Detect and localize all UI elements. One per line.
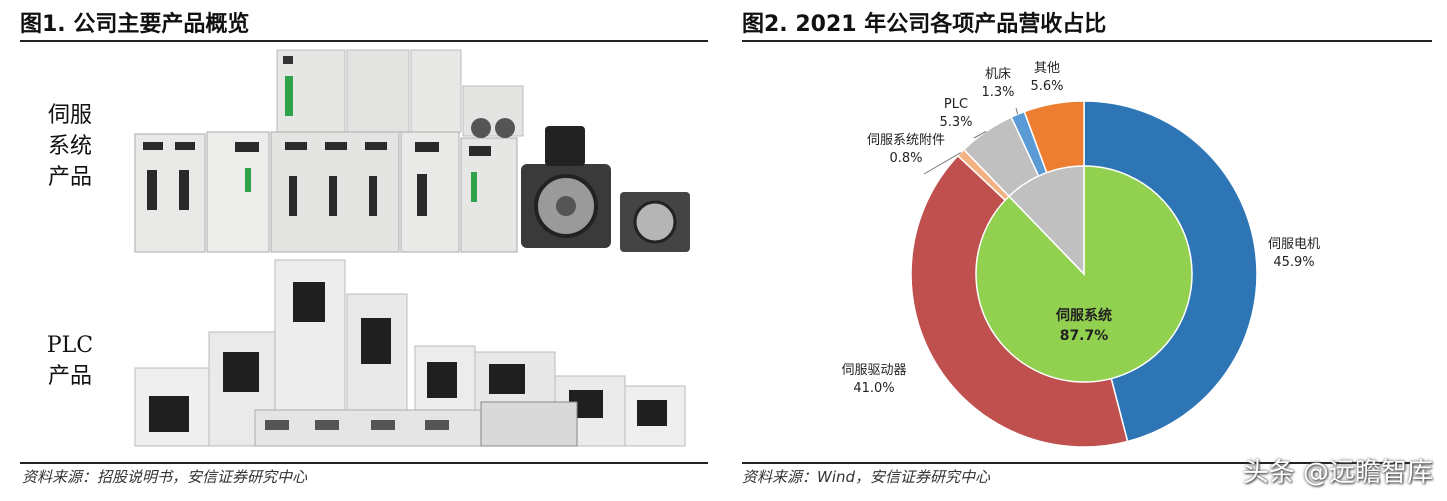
servo-label-line: 系统 xyxy=(47,134,92,159)
inner-value-label: 87.7% xyxy=(1060,328,1109,344)
slice-value-label: 45.9% xyxy=(1273,255,1314,270)
slice-value-label: 5.3% xyxy=(939,115,972,130)
leader-lines xyxy=(923,107,1019,175)
inner-name-label: 伺服系统 xyxy=(1055,307,1112,324)
watermark: 头条 @远瞻智库 xyxy=(1242,458,1433,488)
slice-name-label: 伺服驱动器 xyxy=(841,363,906,378)
servo-products-image xyxy=(134,49,690,253)
figure-1-title: 图1. 公司主要产品概览 xyxy=(20,8,708,42)
left-bottom-rule xyxy=(20,462,708,464)
leader-line xyxy=(1015,107,1019,115)
slice-value-label: 5.6% xyxy=(1030,79,1063,94)
inner-slice-remainder xyxy=(1007,165,1085,276)
slice-name-label: PLC xyxy=(944,97,968,112)
leader-line xyxy=(973,130,987,139)
figure-2-title: 图2. 2021 年公司各项产品营收占比 xyxy=(742,8,1432,42)
servo-label-line: 伺服 xyxy=(47,103,92,128)
plc-label-line: PLC xyxy=(46,333,94,358)
plc-products-label: PLC 产品 xyxy=(40,330,100,392)
slice-name-label: 伺服系统附件 xyxy=(867,133,945,148)
slice-name-label: 其他 xyxy=(1034,61,1060,76)
product-photo xyxy=(134,49,690,447)
right-source-note: 资料来源：Wind，安信证券研究中心 xyxy=(742,468,991,486)
leader-line xyxy=(923,152,962,175)
plc-products-image xyxy=(134,259,686,447)
right-bottom-rule xyxy=(742,462,1432,464)
servo-label-line: 产品 xyxy=(47,165,92,190)
slice-value-label: 41.0% xyxy=(853,381,894,396)
chart-labels: 伺服电机 45.9% 伺服驱动器 41.0% 伺服系统附件 0.8% PLC 5.3% 机床 1.… xyxy=(841,61,1320,396)
revenue-pie-chart: 伺服电机 45.9% 伺服驱动器 41.0% 伺服系统附件 0.8% PLC 5.3% 机床 1.… xyxy=(841,61,1320,448)
plc-label-line: 产品 xyxy=(47,364,92,389)
inner-ring xyxy=(975,165,1193,383)
servo-products-label: 伺服 系统 产品 xyxy=(40,100,100,193)
slice-name-label: 伺服电机 xyxy=(1268,237,1320,252)
slice-value-label: 0.8% xyxy=(889,151,922,166)
slice-value-label: 1.3% xyxy=(981,85,1014,100)
slice-name-label: 机床 xyxy=(985,67,1011,82)
left-source-note: 资料来源：招股说明书，安信证券研究中心 xyxy=(22,468,308,486)
